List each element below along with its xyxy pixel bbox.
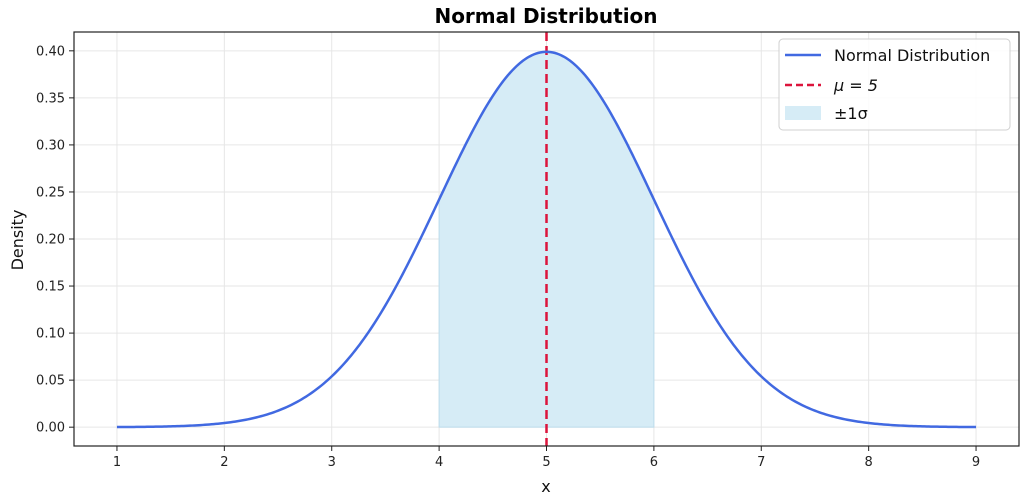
svg-text:1: 1 xyxy=(113,455,121,470)
svg-text:0.15: 0.15 xyxy=(36,280,65,295)
x-axis-ticks: 1 2 3 4 5 6 7 8 9 xyxy=(113,446,980,470)
chart-title: Normal Distribution xyxy=(434,4,657,28)
svg-text:0.20: 0.20 xyxy=(36,233,65,248)
x-axis-label: x xyxy=(541,477,550,496)
svg-text:0.00: 0.00 xyxy=(36,421,65,436)
svg-text:0.35: 0.35 xyxy=(36,91,65,106)
legend-patch-swatch xyxy=(785,106,821,120)
legend-box xyxy=(778,38,1011,131)
svg-text:3: 3 xyxy=(328,455,336,470)
svg-text:9: 9 xyxy=(972,455,980,470)
density-curve xyxy=(116,50,977,429)
svg-text:5: 5 xyxy=(542,455,550,470)
legend-label-curve: Normal Distribution xyxy=(834,46,990,65)
svg-text:4: 4 xyxy=(435,455,443,470)
svg-text:0.05: 0.05 xyxy=(36,374,65,389)
legend-label-mean: μ = 5 xyxy=(833,76,878,95)
legend-label-sigma: ±1σ xyxy=(834,104,868,123)
svg-text:6: 6 xyxy=(650,455,658,470)
svg-text:0.30: 0.30 xyxy=(36,138,65,153)
y-axis-label: Density xyxy=(8,210,27,271)
svg-text:7: 7 xyxy=(757,455,765,470)
svg-text:0.40: 0.40 xyxy=(36,44,65,59)
svg-text:0.25: 0.25 xyxy=(36,185,65,200)
legend: Normal Distribution μ = 5 ±1σ xyxy=(778,38,1011,131)
svg-text:0.10: 0.10 xyxy=(36,327,65,342)
y-axis-ticks: 0.00 0.05 0.10 0.15 0.20 0.25 0.30 0.35 0.40 xyxy=(36,44,74,436)
svg-text:8: 8 xyxy=(865,455,873,470)
svg-text:2: 2 xyxy=(220,455,228,470)
